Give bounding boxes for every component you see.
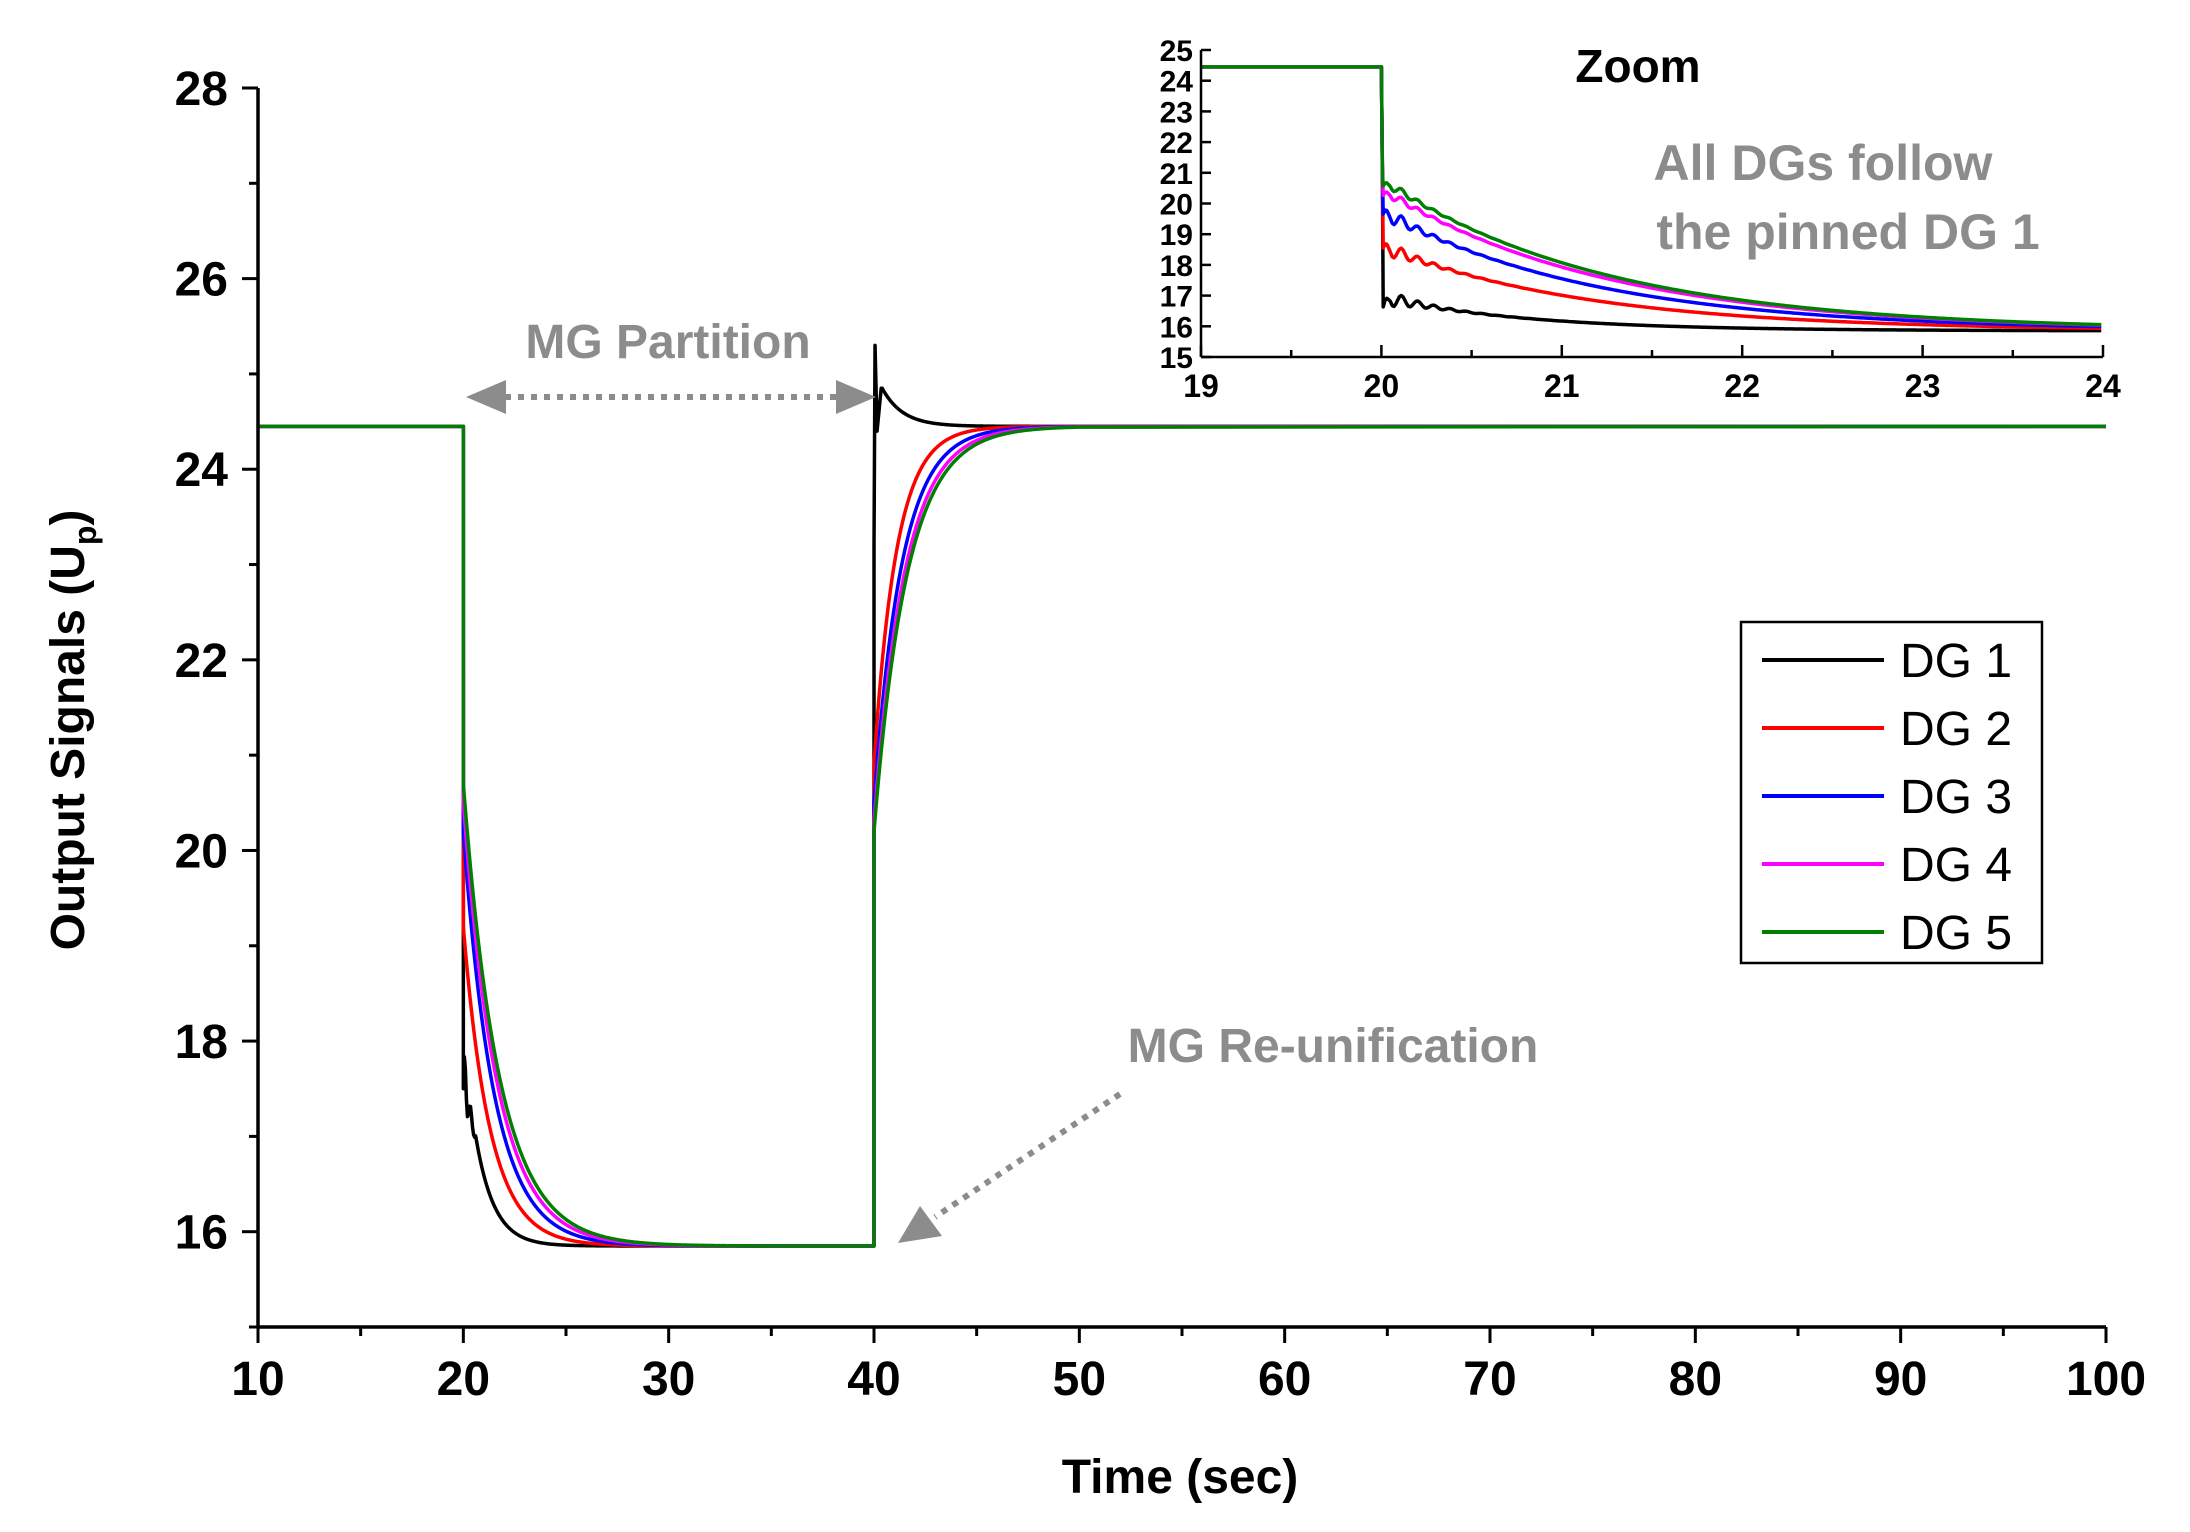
legend-label: DG 3 (1900, 771, 2012, 824)
legend-label: DG 1 (1900, 635, 2012, 688)
main-y-tick-label: 26 (175, 254, 228, 307)
main-x-tick-label: 40 (847, 1353, 900, 1406)
y-axis-title: Output Signals (Up) (42, 510, 103, 951)
inset-y-tick-label: 17 (1160, 281, 1193, 314)
inset-series-5 (1201, 65, 2102, 327)
legend-item: DG 2 (1762, 703, 2012, 756)
inset-series-group (1201, 65, 2102, 333)
legend-label: DG 2 (1900, 703, 2012, 756)
main-y-tick-label: 16 (175, 1207, 228, 1260)
inset-annotation-line-1: All DGs follow (1654, 135, 1993, 191)
inset-y-tick-label: 23 (1160, 96, 1193, 129)
main-series-5 (258, 424, 2107, 1248)
inset-x-tick-label: 21 (1544, 368, 1580, 404)
legend-item: DG 3 (1762, 771, 2012, 824)
inset-annotation-line-2: the pinned DG 1 (1656, 204, 2039, 260)
inset-y-tick-label: 18 (1160, 250, 1193, 283)
inset-y-tick-label: 15 (1160, 342, 1193, 375)
legend-box (1739, 620, 2044, 965)
main-y-tick-label: 28 (175, 63, 228, 116)
x-axis-title: Time (sec) (1062, 1451, 1299, 1504)
main-plot: 10 20 30 40 50 60 70 80 90 100 16 18 20 22 24 26 28 (175, 63, 2146, 1406)
inset-y-tick-label: 25 (1160, 35, 1193, 68)
main-series-group (258, 343, 2107, 1248)
main-x-tick-label: 20 (437, 1353, 490, 1406)
main-x-tick-label: 90 (1874, 1353, 1927, 1406)
inset-y-tick-label: 21 (1160, 158, 1193, 191)
main-y-tick-label: 20 (175, 825, 228, 878)
partition-arrow-right-head (836, 380, 876, 414)
partition-label: MG Partition (525, 316, 810, 369)
inset-x-tick-label: 20 (1364, 368, 1400, 404)
legend-label: DG 4 (1900, 839, 2012, 892)
main-x-tick-label: 30 (642, 1353, 695, 1406)
reunification-annotation: MG Re-unification (898, 1020, 1538, 1243)
legend-item: DG 4 (1762, 839, 2012, 892)
inset-y-tick-label: 16 (1160, 311, 1193, 344)
inset-x-tick-label: 23 (1905, 368, 1941, 404)
y-axis-title-close: ) (42, 510, 95, 526)
legend: DG 1 DG 2 DG 3 DG 4 DG 5 (1739, 620, 2044, 965)
main-y-tick-label: 18 (175, 1016, 228, 1069)
main-y-ticks: 16 18 20 22 24 26 28 (175, 63, 258, 1329)
inset-x-ticks: 19 20 21 22 23 24 (1183, 345, 2121, 404)
partition-arrow-left-head (466, 380, 506, 414)
legend-label: DG 5 (1900, 907, 2012, 960)
inset-x-tick-label: 24 (2085, 368, 2121, 404)
y-axis-title-subscript: p (67, 526, 103, 546)
main-x-tick-label: 70 (1463, 1353, 1516, 1406)
inset-series-1 (1201, 65, 2102, 333)
partition-annotation: MG Partition (466, 316, 876, 414)
reunification-arrow-head (898, 1206, 942, 1243)
main-x-ticks: 10 20 30 40 50 60 70 80 90 100 (231, 1327, 2146, 1406)
inset-x-tick-label: 19 (1183, 368, 1219, 404)
main-x-tick-label: 10 (231, 1353, 284, 1406)
inset-y-tick-label: 24 (1160, 66, 1194, 99)
y-axis-title-text: Output Signals (Up) (42, 510, 103, 951)
main-x-tick-label: 50 (1053, 1353, 1106, 1406)
y-axis-title-main: Output Signals (U (42, 545, 95, 950)
inset-series-3 (1201, 65, 2102, 329)
main-y-tick-label: 22 (175, 635, 228, 688)
inset-x-tick-label: 22 (1724, 368, 1760, 404)
inset-series-2 (1201, 65, 2102, 331)
reunification-arrow-line (933, 1091, 1122, 1220)
legend-item: DG 5 (1762, 907, 2012, 960)
main-x-tick-label: 80 (1669, 1353, 1722, 1406)
legend-item: DG 1 (1762, 635, 2012, 688)
inset-title: Zoom (1575, 40, 1700, 92)
inset-y-tick-label: 20 (1160, 189, 1193, 222)
main-y-tick-label: 24 (175, 444, 229, 497)
main-x-tick-label: 100 (2066, 1353, 2146, 1406)
reunification-label: MG Re-unification (1128, 1020, 1539, 1073)
inset-y-tick-label: 19 (1160, 219, 1193, 252)
inset-y-tick-label: 22 (1160, 127, 1193, 160)
main-x-tick-label: 60 (1258, 1353, 1311, 1406)
